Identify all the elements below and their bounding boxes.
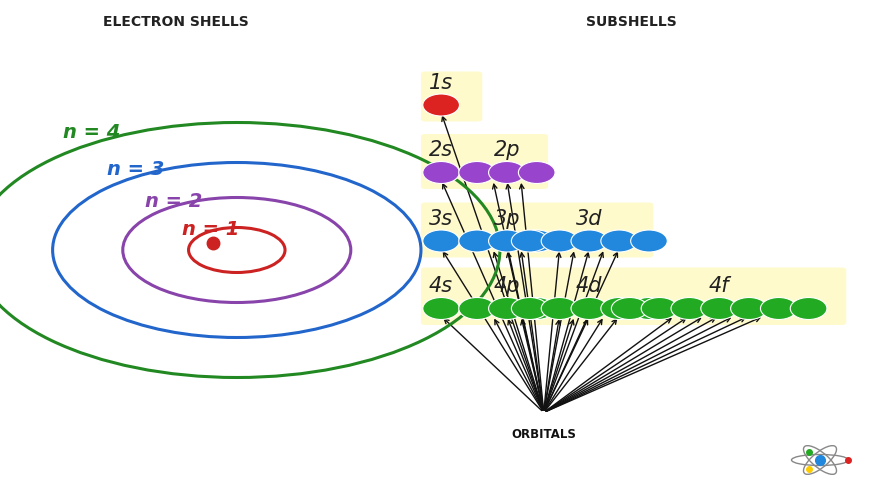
- Text: 2s: 2s: [429, 140, 453, 160]
- Ellipse shape: [423, 94, 460, 116]
- FancyBboxPatch shape: [421, 202, 653, 258]
- Ellipse shape: [459, 230, 496, 252]
- Ellipse shape: [488, 298, 525, 320]
- Ellipse shape: [631, 230, 667, 252]
- Text: ORBITALS: ORBITALS: [511, 428, 576, 440]
- Ellipse shape: [541, 230, 578, 252]
- Ellipse shape: [423, 298, 460, 320]
- Ellipse shape: [518, 162, 555, 184]
- Ellipse shape: [790, 298, 827, 320]
- Ellipse shape: [518, 298, 555, 320]
- Text: n = 2: n = 2: [146, 192, 203, 211]
- Text: n = 4: n = 4: [63, 123, 121, 142]
- Ellipse shape: [541, 298, 578, 320]
- Text: n = 3: n = 3: [107, 160, 164, 179]
- Text: 4p: 4p: [494, 276, 520, 296]
- Text: 4f: 4f: [709, 276, 730, 296]
- Ellipse shape: [731, 298, 767, 320]
- Ellipse shape: [601, 298, 638, 320]
- Ellipse shape: [641, 298, 678, 320]
- Text: 3s: 3s: [429, 209, 453, 229]
- FancyBboxPatch shape: [421, 72, 482, 122]
- Text: 3d: 3d: [576, 209, 602, 229]
- Ellipse shape: [571, 230, 608, 252]
- Text: 1s: 1s: [429, 73, 453, 93]
- Ellipse shape: [423, 230, 460, 252]
- Ellipse shape: [611, 298, 648, 320]
- Text: 3p: 3p: [494, 209, 520, 229]
- Ellipse shape: [488, 162, 525, 184]
- Ellipse shape: [760, 298, 797, 320]
- Ellipse shape: [631, 298, 667, 320]
- Ellipse shape: [701, 298, 738, 320]
- Text: 4d: 4d: [576, 276, 602, 296]
- FancyBboxPatch shape: [421, 134, 548, 189]
- Ellipse shape: [518, 230, 555, 252]
- Ellipse shape: [601, 230, 638, 252]
- Ellipse shape: [511, 230, 548, 252]
- Text: n = 1: n = 1: [182, 220, 239, 239]
- Ellipse shape: [488, 230, 525, 252]
- FancyBboxPatch shape: [421, 268, 846, 325]
- Text: 2p: 2p: [494, 140, 520, 160]
- Ellipse shape: [423, 162, 460, 184]
- Ellipse shape: [459, 298, 496, 320]
- Text: SUBSHELLS: SUBSHELLS: [586, 15, 677, 29]
- Ellipse shape: [571, 298, 608, 320]
- Ellipse shape: [459, 162, 496, 184]
- Ellipse shape: [671, 298, 708, 320]
- Text: 4s: 4s: [429, 276, 453, 296]
- Ellipse shape: [511, 298, 548, 320]
- Text: ELECTRON SHELLS: ELECTRON SHELLS: [103, 15, 248, 29]
